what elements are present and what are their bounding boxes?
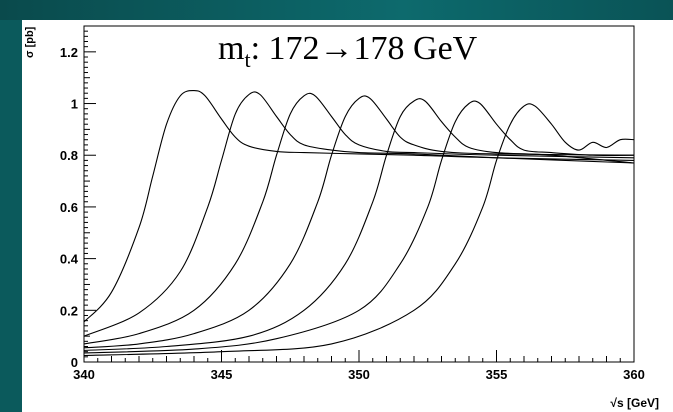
x-tick-label: 345 bbox=[211, 367, 233, 382]
series-line-1 bbox=[83, 90, 635, 323]
x-axis-label: √s [GeV] bbox=[610, 396, 659, 410]
series-line-7 bbox=[83, 103, 635, 357]
plot-area-frame bbox=[83, 25, 635, 363]
annotation-prefix: m bbox=[218, 30, 245, 67]
slide-left-border bbox=[0, 0, 22, 412]
sigma-vs-sqrt-s-chart: 340 345 350 355 360 0 0.2 0.4 0.6 0.8 1 1.2 bbox=[60, 25, 645, 382]
x-tick-label: 350 bbox=[348, 367, 370, 382]
series-group bbox=[83, 90, 635, 357]
y-tick-label: 1.2 bbox=[60, 45, 78, 60]
annotation-text: : 172→178 GeV bbox=[250, 30, 478, 67]
series-line-2 bbox=[83, 91, 635, 337]
series-line-5 bbox=[83, 98, 635, 351]
x-tick-label: 360 bbox=[623, 367, 645, 382]
slide-top-bar bbox=[0, 0, 673, 20]
mass-range-annotation: mt: 172→178 GeV bbox=[218, 30, 477, 73]
plot-frame: 340 345 350 355 360 0 0.2 0.4 0.6 0.8 1 1.2 σ [pb] … bbox=[22, 20, 673, 412]
y-tick-label: 1 bbox=[71, 97, 78, 112]
series-line-3 bbox=[83, 92, 635, 345]
annotation-subscript: t bbox=[244, 46, 251, 72]
series-line-6 bbox=[83, 100, 635, 354]
x-tick-label: 340 bbox=[73, 367, 95, 382]
x-tick-label: 355 bbox=[486, 367, 508, 382]
y-axis-label: σ [pb] bbox=[24, 26, 36, 58]
series-line-4 bbox=[83, 95, 635, 349]
y-tick-label: 0.4 bbox=[60, 252, 79, 267]
y-tick-label: 0 bbox=[71, 355, 78, 370]
y-tick-label: 0.2 bbox=[60, 303, 78, 318]
y-tick-label: 0.6 bbox=[60, 200, 78, 215]
axes-group: 340 345 350 355 360 0 0.2 0.4 0.6 0.8 1 1.2 bbox=[60, 25, 645, 382]
y-tick-label: 0.8 bbox=[60, 148, 78, 163]
